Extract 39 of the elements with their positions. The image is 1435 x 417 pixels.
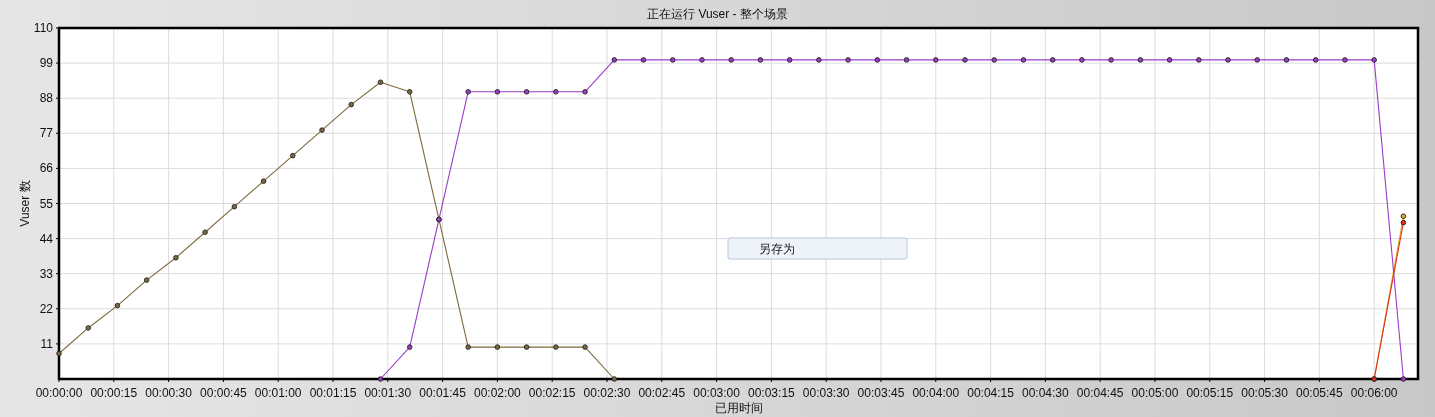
x-tick-label: 00:01:00 (254, 386, 302, 400)
x-axis-title: 已用时间 (714, 401, 763, 415)
x-tick-label: 00:04:30 (1022, 386, 1070, 400)
y-tick-label: 22 (39, 301, 54, 316)
y-tick-label: 55 (39, 196, 54, 211)
x-tick-label: 00:05:00 (1131, 386, 1179, 400)
chart-title: 正在运行 Vuser - 整个场景 (647, 7, 788, 21)
y-tick-label: 11 (40, 336, 54, 351)
y-tick-label: 33 (39, 266, 54, 281)
x-tick-label: 00:04:15 (967, 386, 1015, 400)
y-tick-label: 110 (33, 21, 54, 35)
y-tick-label: 77 (39, 126, 54, 141)
x-tick-label: 00:01:15 (309, 386, 357, 400)
y-tick-label: 99 (39, 56, 54, 71)
x-tick-label: 00:06:00 (1350, 386, 1398, 400)
y-tick-label: 66 (39, 161, 54, 176)
x-tick-label: 00:05:30 (1241, 386, 1289, 400)
x-tick-label: 00:05:45 (1296, 386, 1344, 400)
x-tick-label: 00:01:30 (364, 386, 412, 400)
x-tick-label: 00:04:00 (912, 386, 960, 400)
x-tick-label: 00:01:45 (419, 386, 467, 400)
annotation: 另存为 (759, 242, 795, 256)
x-tick-label: 00:03:15 (748, 386, 796, 400)
x-tick-label: 00:02:45 (638, 386, 686, 400)
x-tick-label: 00:00:15 (90, 386, 138, 400)
x-tick-label: 00:02:15 (528, 386, 576, 400)
x-tick-label: 00:00:30 (145, 386, 193, 400)
x-tick-label: 00:03:30 (802, 386, 850, 400)
x-tick-label: 00:05:15 (1186, 386, 1234, 400)
y-tick-label: 44 (39, 231, 54, 246)
x-tick-label: 00:00:00 (35, 386, 83, 400)
x-tick-label: 00:00:45 (200, 386, 248, 400)
x-tick-label: 00:03:00 (693, 386, 741, 400)
x-tick-label: 00:04:45 (1076, 386, 1124, 400)
x-tick-label: 00:03:45 (857, 386, 905, 400)
x-tick-label: 00:02:00 (474, 386, 522, 400)
x-tick-label: 00:02:30 (583, 386, 631, 400)
y-tick-label: 88 (39, 91, 54, 106)
y-axis-title: Vuser 数 (18, 180, 32, 227)
